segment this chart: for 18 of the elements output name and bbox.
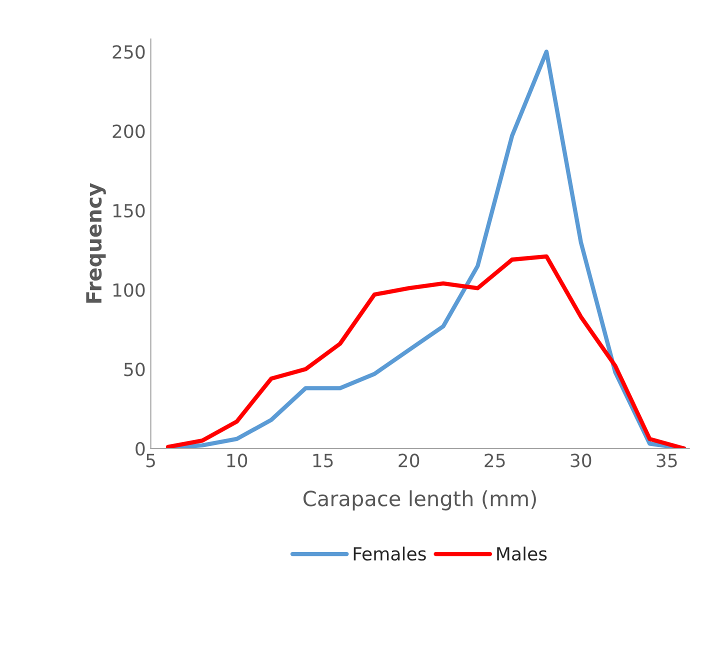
- legend-label: Males: [497, 546, 547, 561]
- y-axis-title: Frequency: [86, 183, 106, 303]
- x-axis-title: Carapace length (mm): [303, 490, 536, 510]
- legend-label: Females: [354, 546, 426, 561]
- y-tick-label: 200: [112, 124, 145, 138]
- x-tick-label: 15: [313, 454, 333, 468]
- y-tick-label: 50: [124, 362, 145, 376]
- line-series: [166, 254, 686, 448]
- y-tick-label: 0: [136, 442, 145, 456]
- y-tick-label: 100: [113, 283, 145, 297]
- y-tick-label: 250: [112, 45, 145, 59]
- x-tick-label: 10: [227, 454, 248, 468]
- x-tick-label: 35: [656, 454, 677, 468]
- x-tick-label: 20: [398, 454, 420, 468]
- x-tick-label: 5: [146, 454, 155, 468]
- y-tick-label: 150: [113, 204, 145, 218]
- x-tick-label: 25: [484, 454, 505, 468]
- x-tick-label: 30: [570, 454, 592, 468]
